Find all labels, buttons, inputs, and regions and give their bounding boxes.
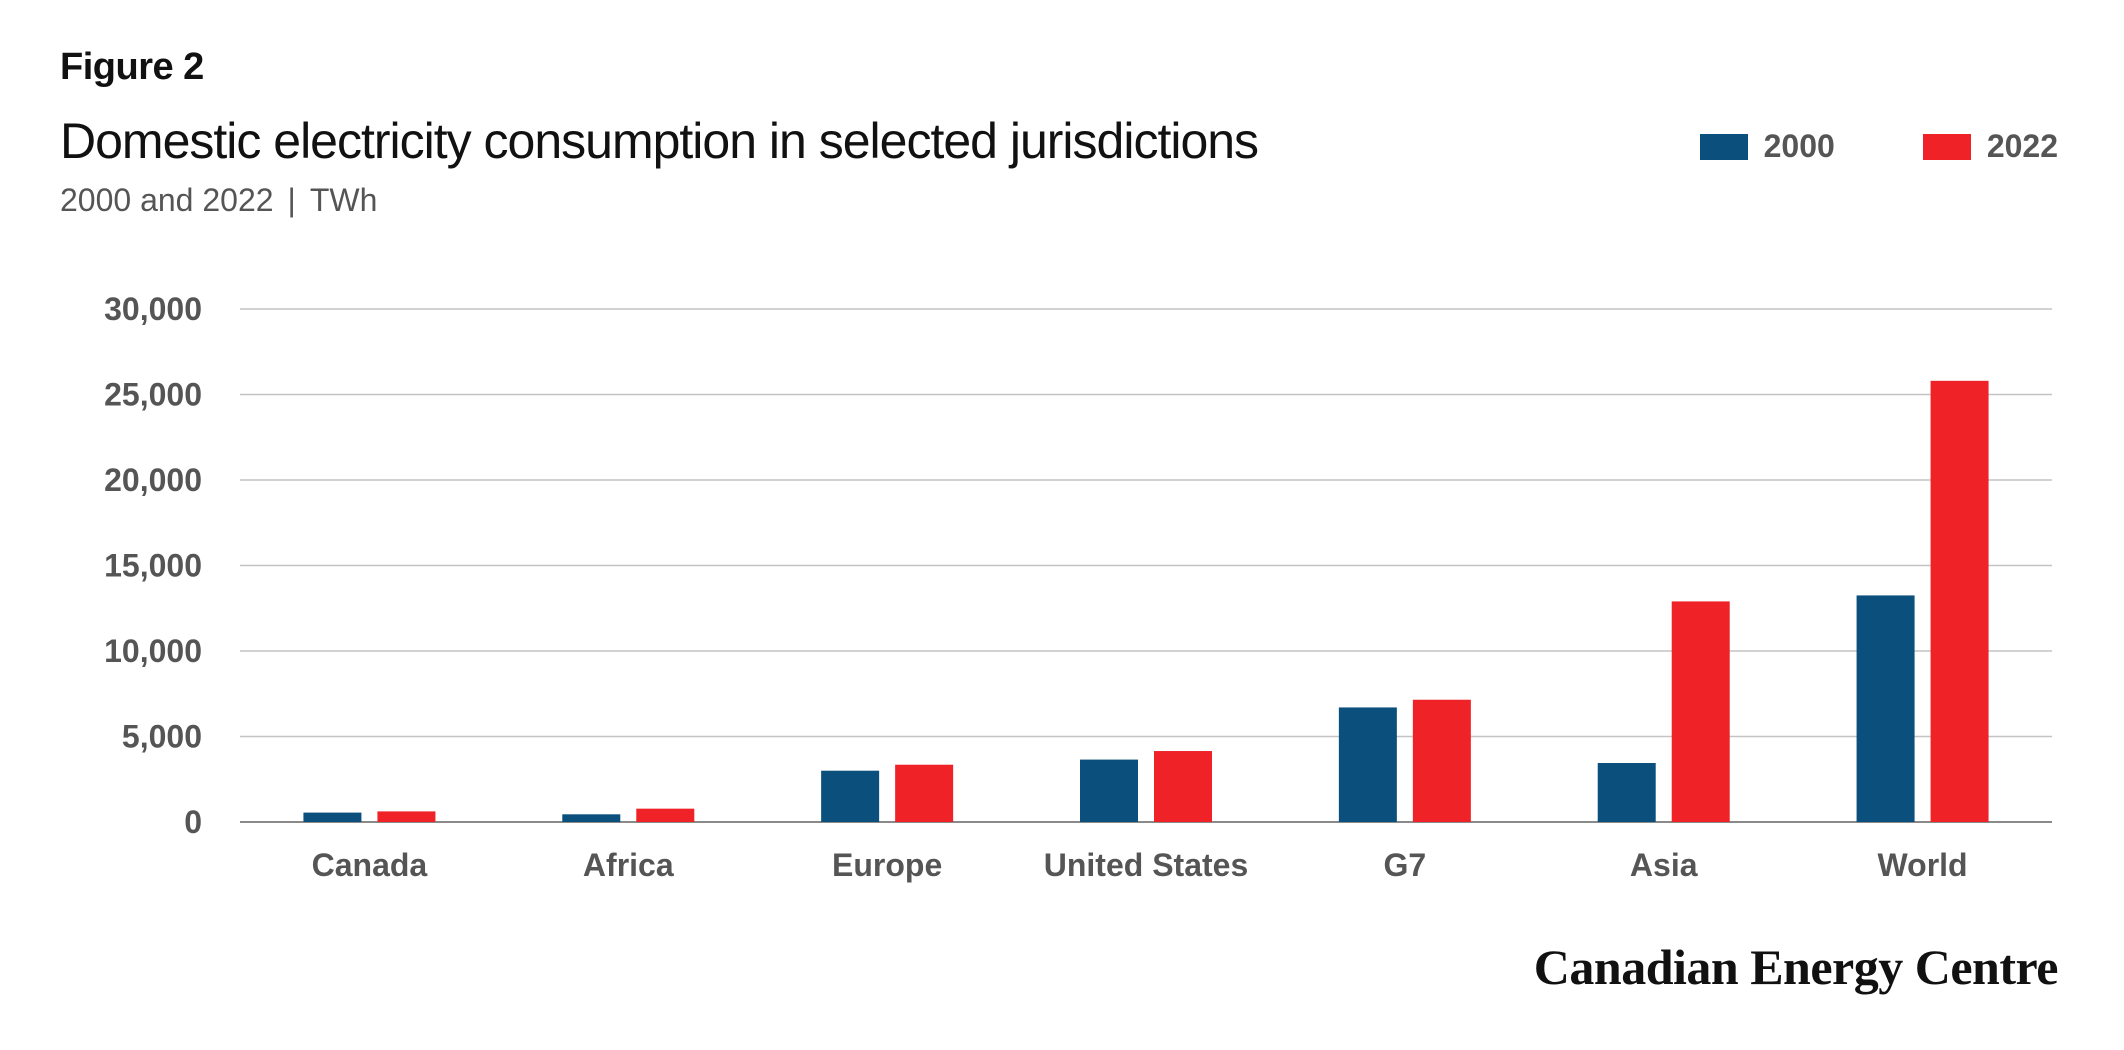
subtitle-separator: | bbox=[287, 182, 296, 218]
chart-subtitle: 2000 and 2022 | TWh bbox=[60, 182, 377, 219]
y-tick-label: 15,000 bbox=[104, 548, 202, 584]
legend-label-2022: 2022 bbox=[1986, 128, 2058, 164]
legend-item-2022: 2022 bbox=[1922, 128, 2058, 165]
bar-2022-asia bbox=[1671, 601, 1730, 822]
subtitle-unit: TWh bbox=[309, 182, 378, 218]
bar-2022-g7 bbox=[1412, 699, 1471, 822]
x-tick-label: Canada bbox=[312, 847, 428, 883]
bar-2000-united-states bbox=[1080, 759, 1138, 822]
subtitle-years: 2000 and 2022 bbox=[60, 182, 274, 218]
legend-swatch-2000 bbox=[1699, 133, 1748, 160]
x-tick-label: World bbox=[1878, 847, 1968, 883]
bar-2000-canada bbox=[303, 812, 362, 822]
legend-item-2000: 2000 bbox=[1699, 128, 1835, 165]
x-tick-label: Asia bbox=[1630, 847, 1698, 883]
legend-swatch-2022 bbox=[1922, 133, 1971, 160]
y-tick-label: 25,000 bbox=[104, 377, 202, 413]
bar-2022-united-states bbox=[1154, 751, 1212, 822]
bar-2000-africa bbox=[562, 814, 621, 822]
bar-2022-europe bbox=[895, 764, 954, 822]
chart-title: Domestic electricity consumption in sele… bbox=[60, 113, 1259, 169]
figure-label: Figure 2 bbox=[60, 46, 204, 88]
y-tick-label: 20,000 bbox=[104, 462, 202, 498]
y-tick-label: 10,000 bbox=[104, 633, 202, 669]
bar-2022-world bbox=[1930, 380, 1989, 822]
bar-2000-asia bbox=[1597, 763, 1656, 822]
bar-2022-canada bbox=[377, 811, 436, 822]
x-tick-label: United States bbox=[1044, 847, 1248, 883]
x-tick-label: Europe bbox=[832, 847, 942, 883]
brand-logo: Canadian Energy Centre bbox=[1533, 939, 2059, 995]
bar-2000-g7 bbox=[1338, 707, 1397, 822]
chart-legend: 2000 2022 bbox=[1612, 128, 2058, 165]
bar-2000-world bbox=[1856, 595, 1915, 822]
legend-label-2000: 2000 bbox=[1763, 128, 1835, 164]
bar-2022-africa bbox=[636, 808, 695, 822]
y-tick-label: 0 bbox=[184, 804, 202, 840]
bar-2000-europe bbox=[821, 770, 880, 822]
x-tick-label: G7 bbox=[1384, 847, 1427, 883]
y-tick-label: 5,000 bbox=[122, 719, 202, 755]
x-tick-label: Africa bbox=[583, 847, 674, 883]
y-tick-label: 30,000 bbox=[104, 291, 202, 327]
